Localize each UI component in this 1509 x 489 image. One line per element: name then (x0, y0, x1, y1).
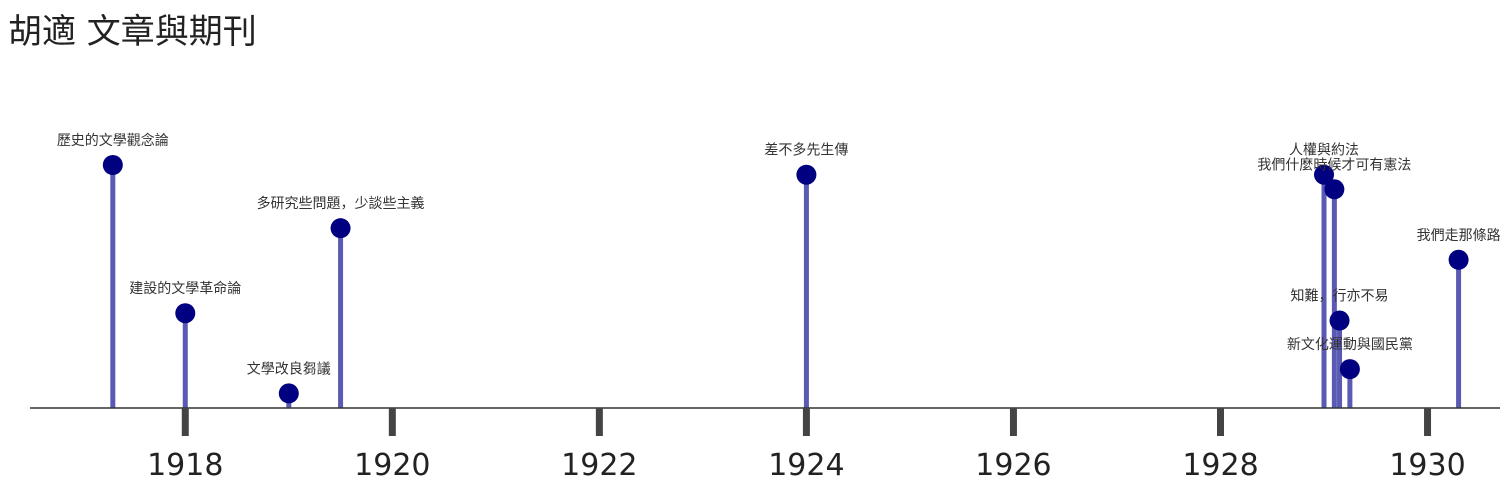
event-label: 多研究些問題，少談些主義 (257, 195, 425, 212)
event-marker[interactable] (1324, 179, 1345, 200)
x-tick-label: 1924 (768, 448, 844, 483)
x-tick-label: 1930 (1389, 448, 1465, 483)
event-label: 建設的文學革命論 (129, 280, 241, 297)
ticks-layer: 1918 1920 1922 1924 1926 1928 1930 (147, 408, 1466, 483)
chart-title: 胡適 文章與期刊 (8, 12, 257, 52)
stems-layer (110, 165, 1462, 408)
markers-layer (102, 155, 1469, 404)
event-marker[interactable] (796, 164, 817, 185)
event-label: 我們什麼時候才可有憲法 (1257, 156, 1411, 173)
event-label: 新文化運動與國民黨 (1287, 337, 1413, 353)
event-label: 歷史的文學觀念論 (57, 132, 169, 149)
event-marker[interactable] (1339, 359, 1360, 380)
event-marker[interactable] (102, 155, 123, 175)
event-marker[interactable] (175, 303, 196, 324)
event-label: 差不多先生傳 (764, 142, 848, 159)
x-tick-label: 1922 (561, 448, 637, 483)
event-label: 文學改良芻議 (247, 360, 331, 377)
x-tick-label: 1928 (1182, 448, 1258, 483)
x-tick-label: 1920 (354, 448, 430, 483)
event-marker[interactable] (330, 218, 351, 239)
event-marker[interactable] (1448, 249, 1469, 270)
event-marker[interactable] (278, 383, 299, 404)
x-tick-label: 1926 (975, 448, 1051, 483)
event-label: 人權與約法 (1289, 143, 1359, 159)
event-marker[interactable] (1329, 310, 1350, 331)
event-label: 我們走那條路 (1417, 228, 1501, 244)
x-tick-label: 1918 (147, 448, 223, 483)
event-label: 知難，行亦不易 (1291, 288, 1389, 305)
event-marker[interactable] (1314, 164, 1335, 185)
